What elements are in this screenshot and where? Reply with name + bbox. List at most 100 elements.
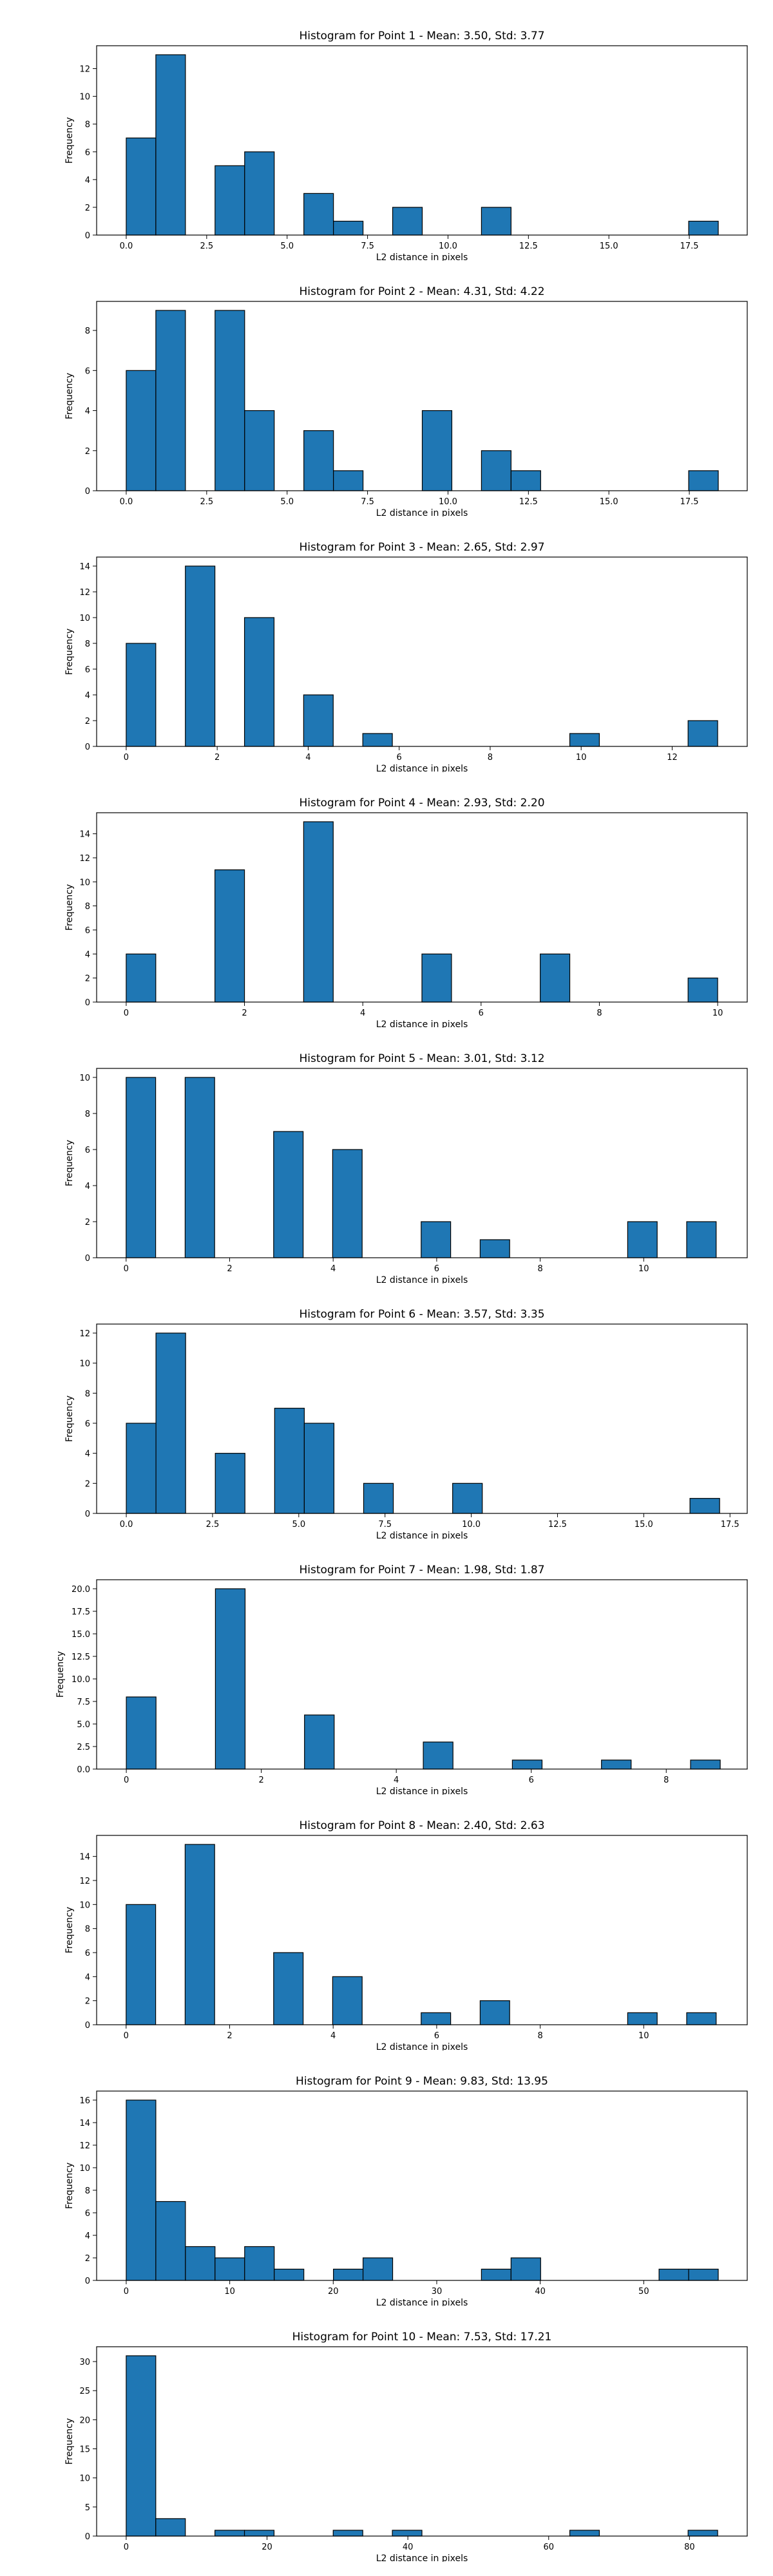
y-tick-label: 0 (85, 1510, 90, 1519)
x-tick-label: 12.5 (519, 242, 538, 251)
x-tick-label: 5.0 (280, 497, 294, 507)
plot-frame (96, 301, 748, 491)
x-tick-label: 17.5 (721, 1520, 740, 1530)
x-tick-label: 4 (330, 2031, 336, 2041)
histogram-bar (423, 1741, 453, 1770)
x-tick-label: 0.0 (120, 1520, 133, 1530)
histogram-bar (333, 2268, 364, 2281)
y-tick-label: 7.5 (77, 1698, 90, 1707)
y-axis-label: Frequency (55, 1651, 66, 1698)
histogram-bar (155, 54, 186, 236)
y-tick-label: 25 (79, 2387, 90, 2396)
x-tick-label: 0 (124, 1264, 129, 1274)
x-axis-label: L2 distance in pixels (376, 1019, 468, 1028)
x-tick-label: 2.5 (200, 242, 213, 251)
y-tick-label: 8 (85, 639, 90, 649)
histogram-bar (687, 720, 718, 747)
histogram-bar (126, 1696, 157, 1770)
histogram-bar (155, 310, 186, 491)
y-tick-label: 8 (85, 1389, 90, 1399)
y-tick-label: 8 (85, 120, 90, 130)
y-tick-label: 30 (79, 2358, 90, 2367)
x-tick-label: 2 (215, 753, 220, 762)
y-tick-label: 12 (79, 588, 90, 598)
x-tick-label: 4 (394, 1776, 399, 1785)
x-tick-label: 8 (488, 753, 493, 762)
histogram-bar (215, 869, 245, 1003)
plot-frame (96, 45, 748, 236)
y-tick-label: 20 (79, 2416, 90, 2425)
y-tick-label: 10 (79, 93, 90, 102)
chart-title: Histogram for Point 3 - Mean: 2.65, Std:… (299, 541, 544, 554)
y-tick-label: 6 (85, 148, 90, 158)
histogram-bar (126, 1077, 157, 1258)
y-tick-label: 0 (85, 2532, 90, 2542)
y-tick-label: 15.0 (72, 1630, 90, 1640)
histogram-bar (155, 1332, 186, 1514)
y-tick-label: 10 (79, 2164, 90, 2174)
y-tick-label: 10 (79, 2474, 90, 2484)
x-tick-label: 10.0 (462, 1520, 481, 1530)
x-tick-label: 10 (576, 753, 587, 762)
x-tick-label: 7.5 (378, 1520, 392, 1530)
x-tick-label: 8 (596, 1009, 602, 1018)
plot-frame (96, 1579, 748, 1770)
histogram-bar (479, 1239, 510, 1258)
x-tick-label: 40 (535, 2287, 546, 2297)
x-tick-label: 12 (667, 753, 678, 762)
x-tick-label: 10 (224, 2287, 235, 2297)
y-tick-label: 20.0 (72, 1585, 90, 1595)
histogram-bar (126, 1423, 157, 1514)
y-tick-label: 2 (85, 1218, 90, 1227)
histogram-bar (686, 1221, 717, 1258)
y-tick-label: 2 (85, 204, 90, 213)
histogram-bar (687, 2530, 718, 2537)
x-tick-label: 8 (663, 1776, 669, 1785)
y-tick-label: 10 (79, 1359, 90, 1369)
x-tick-label: 6 (434, 2031, 439, 2041)
x-tick-label: 40 (403, 2543, 414, 2552)
plot-frame (96, 556, 748, 747)
y-tick-label: 5 (85, 2503, 90, 2513)
histogram-bar (184, 1844, 215, 2025)
y-tick-label: 2 (85, 447, 90, 457)
x-axis-label: L2 distance in pixels (376, 2042, 468, 2050)
histogram-bar (688, 220, 719, 236)
x-tick-label: 20 (262, 2543, 272, 2552)
y-tick-label: 2 (85, 974, 90, 984)
x-tick-label: 2.5 (200, 497, 213, 507)
y-tick-label: 2 (85, 1997, 90, 2007)
histogram-panel-6: Histogram for Point 6 - Mean: 3.57, Std:… (64, 1308, 748, 1539)
histogram-bar (243, 2530, 275, 2537)
histogram-bar (421, 953, 452, 1003)
y-axis-label: Frequency (64, 117, 75, 164)
x-tick-label: 2.5 (206, 1520, 220, 1530)
histogram-bar (303, 821, 334, 1003)
y-tick-label: 4 (85, 407, 90, 417)
y-axis-label: Frequency (64, 2418, 75, 2465)
y-tick-label: 6 (85, 1419, 90, 1429)
histogram-bar (215, 310, 245, 491)
y-tick-label: 15 (79, 2445, 90, 2455)
x-tick-label: 6 (434, 1264, 439, 1274)
y-tick-label: 8 (85, 327, 90, 336)
y-tick-label: 12.5 (72, 1653, 90, 1662)
histogram-bar (332, 1149, 363, 1258)
histogram-bar (688, 2268, 719, 2281)
x-tick-label: 8 (537, 1264, 542, 1274)
y-tick-label: 14 (79, 1853, 90, 1862)
y-axis-label: Frequency (64, 1396, 75, 1442)
x-tick-label: 12.5 (519, 497, 538, 507)
y-tick-label: 2 (85, 717, 90, 726)
histogram-bar (689, 1498, 720, 1514)
y-tick-label: 6 (85, 366, 90, 376)
x-tick-label: 6 (529, 1776, 534, 1785)
x-tick-label: 10.0 (439, 497, 457, 507)
histogram-bar (421, 410, 453, 491)
x-tick-label: 4 (330, 1264, 336, 1274)
x-tick-label: 0 (124, 2287, 129, 2297)
chart-title: Histogram for Point 10 - Mean: 7.53, Std… (292, 2331, 552, 2344)
y-tick-label: 10 (79, 1900, 90, 1910)
plot-frame (96, 1323, 748, 1514)
histogram-bar (273, 1952, 304, 2025)
